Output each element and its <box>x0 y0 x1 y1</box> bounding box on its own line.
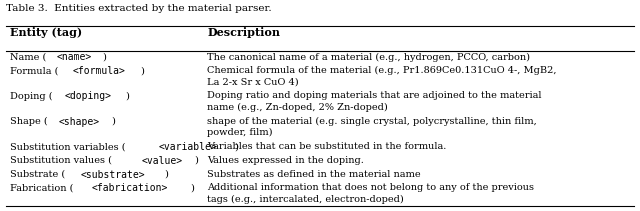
Text: Chemical formula of the material (e.g., Pr1.869Ce0.131CuO 4-, MgB2,
La 2-x Sr x : Chemical formula of the material (e.g., … <box>207 66 557 86</box>
Text: <value>: <value> <box>141 156 182 166</box>
Text: Additional information that does not belong to any of the previous
tags (e.g., i: Additional information that does not bel… <box>207 183 534 204</box>
Text: ): ) <box>235 142 239 151</box>
Text: <doping>: <doping> <box>65 92 111 101</box>
Text: ): ) <box>102 52 106 61</box>
Text: Substitution variables (: Substitution variables ( <box>10 142 125 151</box>
Text: ): ) <box>195 156 198 165</box>
Text: ): ) <box>164 170 168 179</box>
Text: <variable>: <variable> <box>159 142 218 152</box>
Text: ): ) <box>125 92 129 100</box>
Text: ): ) <box>140 66 144 75</box>
Text: shape of the material (e.g. single crystal, polycrystalline, thin film,
powder, : shape of the material (e.g. single cryst… <box>207 117 537 137</box>
Text: Fabrication (: Fabrication ( <box>10 183 73 192</box>
Text: <shape>: <shape> <box>58 117 99 127</box>
Text: Shape (: Shape ( <box>10 117 47 126</box>
Text: <fabrication>: <fabrication> <box>92 183 168 193</box>
Text: Entity (tag): Entity (tag) <box>10 27 82 38</box>
Text: Substrate (: Substrate ( <box>10 170 65 179</box>
Text: Values expressed in the doping.: Values expressed in the doping. <box>207 156 364 165</box>
Text: ): ) <box>190 183 194 192</box>
Text: Table 3.  Entities extracted by the material parser.: Table 3. Entities extracted by the mater… <box>6 4 272 13</box>
Text: Description: Description <box>207 27 280 38</box>
Text: <substrate>: <substrate> <box>81 170 145 180</box>
Text: <name>: <name> <box>56 52 92 62</box>
Text: Substrates as defined in the material name: Substrates as defined in the material na… <box>207 170 420 179</box>
Text: ): ) <box>111 117 115 126</box>
Text: Substitution values (: Substitution values ( <box>10 156 111 165</box>
Text: Doping (: Doping ( <box>10 92 52 101</box>
Text: <formula>: <formula> <box>72 66 125 76</box>
Text: Formula (: Formula ( <box>10 66 58 75</box>
Text: Name (: Name ( <box>10 52 46 61</box>
Text: Doping ratio and doping materials that are adjoined to the material
name (e.g., : Doping ratio and doping materials that a… <box>207 92 541 112</box>
Text: The canonical name of a material (e.g., hydrogen, PCCO, carbon): The canonical name of a material (e.g., … <box>207 52 530 62</box>
Text: Variables that can be substituted in the formula.: Variables that can be substituted in the… <box>207 142 447 151</box>
